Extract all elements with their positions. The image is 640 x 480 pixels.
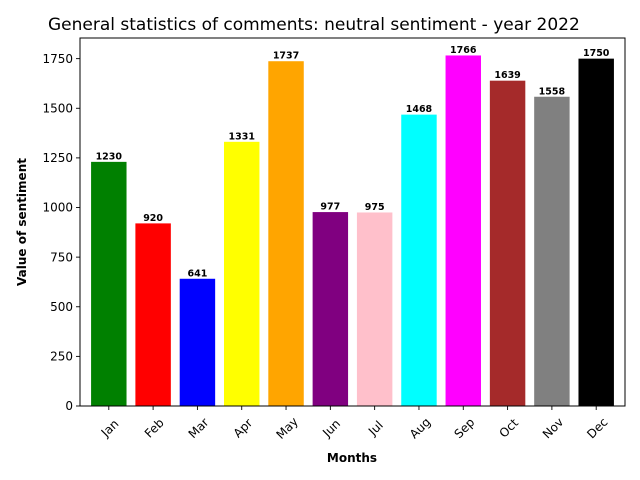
- bar-apr: [224, 141, 260, 406]
- bar-jul: [356, 212, 393, 406]
- bar-oct: [489, 80, 526, 407]
- x-tick-label-jun: Jun: [319, 417, 343, 441]
- x-tick-label-apr: Apr: [231, 416, 256, 441]
- y-tick-label-1000: 1000: [42, 201, 73, 215]
- plot-area: 1230 Jan 920 Feb 641 Mar 1331 Apr 1737 May 977 Jun 9…: [42, 37, 626, 442]
- x-tick-label-oct: Oct: [496, 416, 521, 441]
- data-label-feb: 920: [143, 213, 163, 224]
- x-tick-label-mar: Mar: [186, 415, 212, 441]
- data-label-jan: 1230: [96, 151, 123, 162]
- data-label-sep: 1766: [450, 45, 477, 56]
- bar-nov: [534, 96, 570, 406]
- y-tick-label-750: 750: [50, 250, 73, 264]
- y-tick-label-1250: 1250: [42, 151, 73, 165]
- bar-feb: [135, 223, 171, 406]
- y-tick-label-0: 0: [65, 399, 73, 413]
- data-label-aug: 1468: [406, 104, 433, 115]
- data-label-nov: 1558: [539, 86, 566, 97]
- y-axis-label: Value of sentiment: [15, 158, 29, 286]
- bar-mar: [179, 278, 216, 406]
- plot-frame: [79, 37, 626, 407]
- y-tick-label-1750: 1750: [42, 52, 73, 66]
- bar-jan: [91, 161, 127, 406]
- bar-sep: [445, 55, 481, 406]
- x-tick-label-jan: Jan: [98, 417, 122, 441]
- x-tick-label-feb: Feb: [142, 416, 167, 441]
- x-tick-label-sep: Sep: [451, 415, 477, 441]
- data-label-may: 1737: [273, 51, 299, 62]
- x-tick-label-jul: Jul: [365, 418, 386, 439]
- bar-dec: [578, 58, 614, 406]
- bar-may: [268, 61, 304, 406]
- data-label-oct: 1639: [494, 70, 520, 81]
- x-tick-label-nov: Nov: [540, 415, 566, 441]
- data-label-jul: 975: [365, 202, 385, 213]
- y-tick-label-1500: 1500: [42, 101, 73, 115]
- x-tick-label-aug: Aug: [407, 415, 433, 441]
- y-tick-label-500: 500: [50, 300, 73, 314]
- chart-title: General statistics of comments: neutral …: [48, 15, 580, 35]
- data-label-dec: 1750: [583, 48, 610, 59]
- bar-aug: [401, 114, 437, 407]
- y-tick-label-250: 250: [50, 350, 73, 364]
- data-label-jun: 977: [320, 202, 340, 213]
- data-label-mar: 641: [187, 268, 207, 279]
- bar-jun: [312, 212, 349, 406]
- x-tick-label-dec: Dec: [584, 415, 610, 441]
- x-tick-label-may: May: [273, 414, 300, 441]
- x-axis-label: Months: [327, 451, 377, 465]
- data-label-apr: 1331: [229, 131, 255, 142]
